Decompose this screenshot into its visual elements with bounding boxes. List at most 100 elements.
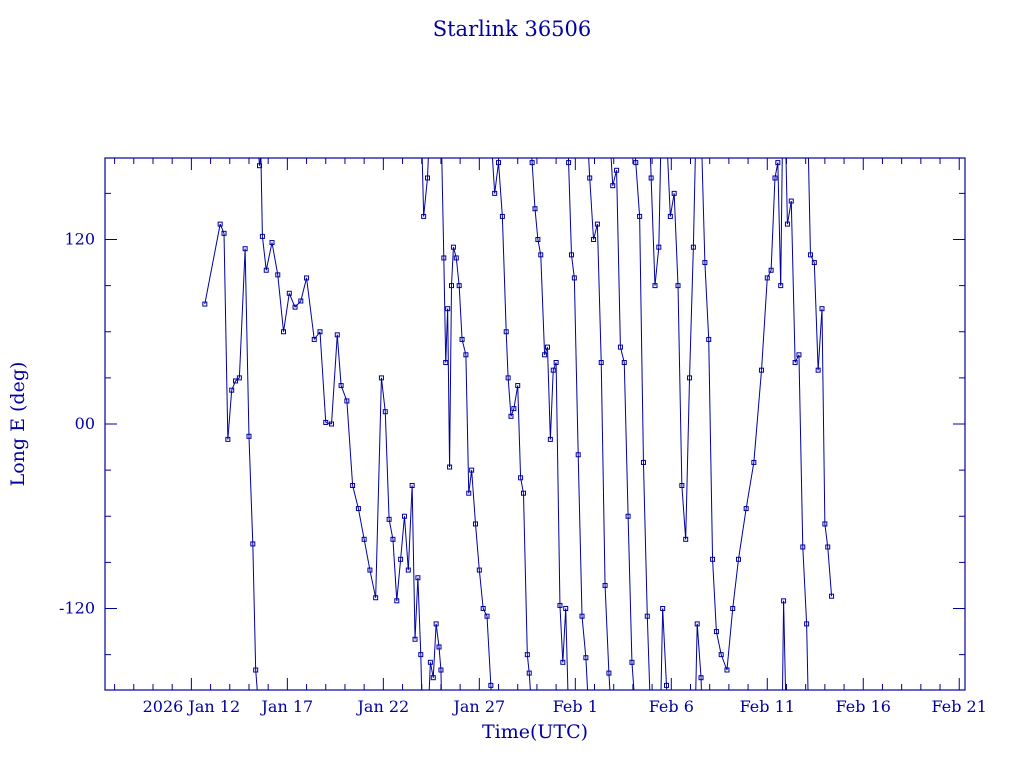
data-marker <box>772 175 778 181</box>
data-marker <box>788 198 794 204</box>
data-marker <box>629 659 635 665</box>
data-marker <box>675 283 681 289</box>
data-marker <box>579 613 585 619</box>
data-marker <box>292 304 298 310</box>
data-marker <box>710 556 716 562</box>
data-marker <box>526 670 532 676</box>
data-marker <box>606 670 612 676</box>
data-marker <box>614 167 620 173</box>
data-marker <box>743 506 749 512</box>
chart-title: Starlink 36506 <box>433 17 592 41</box>
data-marker <box>225 436 231 442</box>
data-marker <box>334 332 340 338</box>
data-marker <box>401 513 407 519</box>
data-marker <box>587 175 593 181</box>
y-tick-label: -120 <box>59 599 95 618</box>
data-marker <box>453 255 459 261</box>
data-marker <box>499 213 505 219</box>
data-marker <box>815 367 821 373</box>
data-marker <box>421 213 427 219</box>
data-marker <box>263 267 269 273</box>
data-marker <box>563 606 569 612</box>
data-marker <box>492 190 498 196</box>
data-marker <box>511 406 517 412</box>
data-marker <box>459 336 465 342</box>
data-marker <box>418 652 424 658</box>
data-marker <box>625 513 631 519</box>
y-axis-title: Long E (deg) <box>7 362 29 487</box>
data-marker <box>617 344 623 350</box>
data-marker <box>698 675 704 681</box>
data-marker <box>382 409 388 415</box>
data-marker <box>443 359 449 365</box>
data-marker <box>450 244 456 250</box>
data-marker <box>415 575 421 581</box>
data-marker <box>253 667 259 673</box>
data-marker <box>281 329 287 335</box>
data-marker <box>730 606 736 612</box>
data-marker <box>355 506 361 512</box>
data-marker <box>373 595 379 601</box>
data-marker <box>718 652 724 658</box>
data-marker <box>394 598 400 604</box>
data-marker <box>259 233 265 239</box>
data-marker <box>398 556 404 562</box>
data-marker <box>764 275 770 281</box>
data-marker <box>425 175 430 181</box>
data-marker <box>229 387 235 393</box>
data-marker <box>298 298 304 304</box>
x-tick-label: Feb 16 <box>836 697 891 716</box>
data-marker <box>804 621 810 627</box>
data-marker <box>535 236 541 242</box>
series-markers <box>202 160 835 688</box>
x-tick-label: Feb 11 <box>740 697 795 716</box>
data-marker <box>269 240 275 246</box>
data-marker <box>768 267 774 273</box>
data-marker <box>350 483 356 489</box>
data-marker <box>687 375 693 381</box>
data-marker <box>633 160 639 166</box>
data-marker <box>202 301 208 307</box>
data-marker <box>378 375 384 381</box>
data-marker <box>361 536 367 542</box>
data-marker <box>505 375 511 381</box>
data-marker <box>610 183 616 189</box>
data-marker <box>829 593 835 599</box>
data-marker <box>367 567 373 573</box>
data-marker <box>496 160 502 166</box>
data-marker <box>484 613 490 619</box>
data-marker <box>524 652 530 658</box>
y-tick-label: 120 <box>64 229 95 248</box>
data-marker <box>648 175 654 181</box>
data-marker <box>433 621 439 627</box>
data-marker <box>448 283 454 289</box>
data-marker <box>568 252 574 258</box>
data-marker <box>598 359 604 365</box>
data-marker <box>784 221 790 227</box>
data-marker <box>329 421 335 427</box>
data-marker <box>560 659 566 665</box>
data-marker <box>652 283 658 289</box>
series-line <box>204 158 833 690</box>
data-marker <box>683 536 689 542</box>
data-marker <box>438 667 444 673</box>
data-marker <box>792 359 798 365</box>
data-marker <box>602 582 608 588</box>
data-marker <box>286 290 292 296</box>
data-marker <box>520 490 526 496</box>
data-marker <box>713 629 719 635</box>
data-marker <box>553 359 559 365</box>
data-marker <box>660 606 666 612</box>
data-marker <box>800 544 806 550</box>
data-marker <box>503 329 509 335</box>
data-marker <box>405 567 411 573</box>
data-marker <box>480 606 486 612</box>
data-marker <box>529 160 535 166</box>
data-marker <box>656 244 662 250</box>
data-marker <box>317 329 323 335</box>
data-marker <box>250 541 256 547</box>
data-marker <box>637 213 643 219</box>
data-marker <box>644 613 650 619</box>
